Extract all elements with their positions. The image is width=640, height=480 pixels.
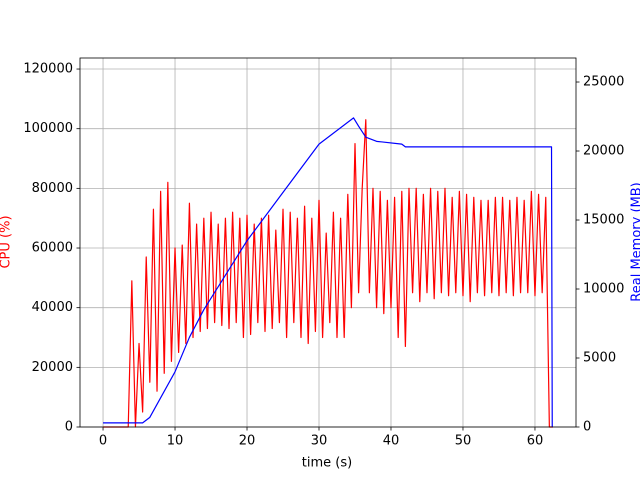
data-line: [103, 117, 553, 428]
y-axis-label: CPU (%): [0, 215, 14, 268]
y-tick-label: 20000: [32, 360, 73, 375]
y2-tick-label: 0: [583, 420, 591, 435]
x-tick-label: 10: [167, 434, 184, 449]
y-tick-label: 40000: [32, 300, 73, 315]
y-tick-label: 80000: [32, 181, 73, 196]
y2-tick-label: 10000: [583, 282, 624, 297]
x-tick-label: 0: [99, 434, 107, 449]
x-tick-label: 60: [527, 434, 544, 449]
y-tick-label: 60000: [32, 241, 73, 256]
x-tick-label: 50: [455, 434, 472, 449]
y2-tick-label: 15000: [583, 213, 624, 228]
plot-frame: [79, 57, 577, 428]
y-tick-label: 100000: [23, 121, 73, 136]
x-tick-label: 20: [239, 434, 256, 449]
y2-tick-label: 5000: [583, 351, 616, 366]
x-axis-label: time (s): [302, 456, 352, 471]
x-tick-label: 30: [311, 434, 328, 449]
y2-tick-label: 25000: [583, 75, 624, 90]
y-tick-label: 0: [65, 420, 73, 435]
y-tick-label: 120000: [23, 62, 73, 77]
x-tick-label: 40: [383, 434, 400, 449]
y2-tick-label: 20000: [583, 144, 624, 159]
y2-axis-label: Real Memory (MB): [630, 182, 640, 301]
data-line: [103, 119, 553, 428]
